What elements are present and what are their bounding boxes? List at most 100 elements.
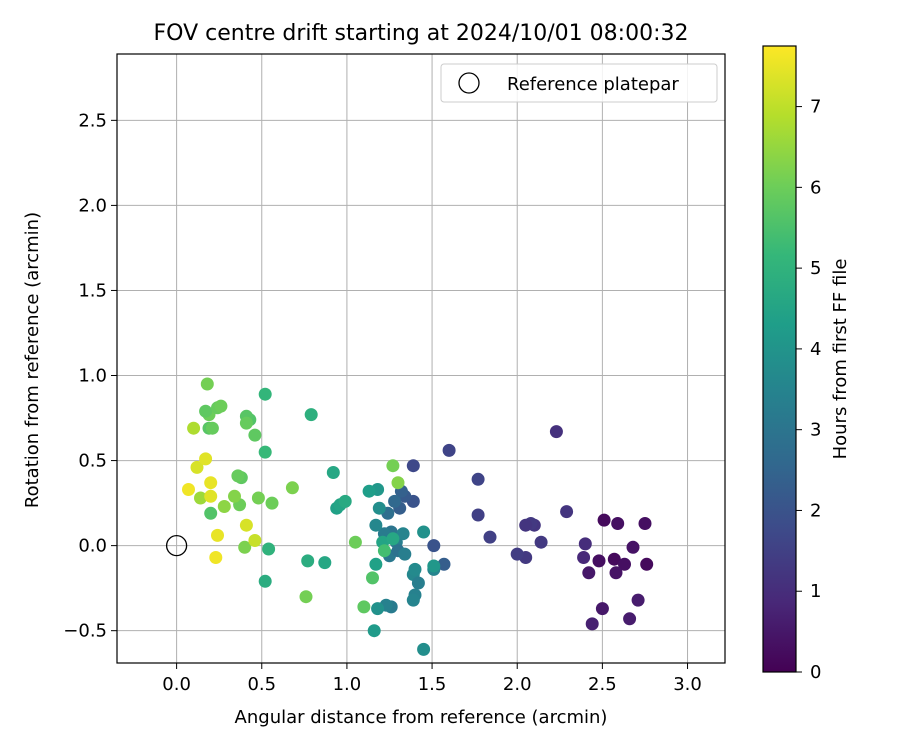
data-point: [251, 491, 265, 505]
y-tick-label: 1.0: [78, 366, 107, 387]
data-point: [386, 532, 400, 546]
data-point: [239, 416, 253, 430]
data-point: [318, 556, 332, 570]
colorbar-tick-label: 6: [810, 177, 821, 198]
data-point: [371, 602, 385, 616]
data-point: [301, 554, 315, 568]
data-point: [577, 551, 591, 564]
data-point: [609, 566, 623, 580]
data-point: [238, 540, 252, 554]
data-point: [369, 518, 383, 532]
data-point: [367, 624, 381, 638]
data-point: [631, 593, 645, 607]
data-point: [204, 489, 218, 503]
reference-platepar-marker: [165, 534, 188, 557]
colorbar-tick-label: 4: [810, 339, 821, 360]
data-point: [640, 557, 654, 571]
colorbar-gradient: [762, 45, 797, 673]
data-point: [510, 547, 524, 561]
y-tick-label: 0.5: [78, 451, 107, 472]
y-tick-label: 2.5: [78, 110, 107, 131]
data-point: [209, 551, 223, 564]
data-point: [442, 443, 456, 457]
grid-lines: [117, 54, 725, 663]
data-point: [366, 571, 379, 585]
data-point: [417, 525, 431, 539]
data-point: [199, 452, 213, 466]
data-point: [199, 404, 213, 418]
x-tick-label: 1.0: [333, 674, 362, 695]
x-tick-label: 0.5: [247, 674, 276, 695]
x-tick-label: 1.5: [418, 674, 447, 695]
data-point: [326, 466, 340, 479]
data-point: [391, 476, 405, 490]
scatter-points: [165, 377, 654, 656]
data-point: [388, 494, 402, 508]
data-point: [471, 472, 485, 486]
data-point: [214, 399, 228, 413]
data-point: [362, 484, 376, 498]
data-point: [182, 483, 195, 496]
data-point: [265, 496, 279, 510]
data-point: [285, 481, 299, 495]
data-point: [483, 530, 497, 544]
x-tick-label: 2.0: [503, 674, 532, 695]
data-point: [204, 476, 218, 490]
axis-ticks: 0.0 0.5 1.0 1.5 2.0 2.5 3.0 −0.5 0.0 0.5 1.0 1.5 2.0…: [63, 110, 702, 695]
x-axis-label: Angular distance from reference (arcmin): [235, 707, 608, 728]
data-point: [299, 590, 313, 604]
colorbar-tick-label: 7: [810, 97, 821, 118]
data-point: [338, 494, 352, 508]
data-point: [239, 518, 253, 532]
data-point: [597, 513, 611, 527]
data-point: [638, 517, 652, 530]
data-point: [417, 642, 431, 656]
legend-box: [440, 63, 718, 103]
data-point: [205, 421, 219, 435]
y-axis-label: Rotation from reference (arcmin): [22, 212, 43, 508]
y-tick-label: 1.5: [78, 280, 107, 301]
data-point: [194, 491, 207, 505]
data-point: [187, 421, 201, 435]
data-point: [217, 500, 231, 513]
colorbar-label: Hours from first FF file: [830, 259, 851, 460]
data-point: [437, 557, 451, 571]
colorbar-tick-label: 0: [810, 662, 821, 683]
colorbar-tick-label: 2: [810, 500, 821, 521]
data-point: [258, 574, 272, 588]
data-point: [377, 544, 391, 558]
x-tick-label: 2.5: [588, 674, 617, 695]
data-point: [357, 600, 371, 614]
y-tick-label: 2.0: [78, 195, 107, 216]
colorbar-tick-label: 5: [810, 258, 821, 279]
chart-title: FOV centre drift starting at 2024/10/01 …: [154, 21, 689, 46]
data-point: [348, 535, 362, 549]
data-point: [519, 518, 533, 532]
data-point: [228, 489, 241, 503]
data-point: [398, 547, 412, 561]
data-point: [534, 535, 548, 549]
data-point: [595, 602, 609, 616]
data-point: [190, 460, 204, 474]
data-point: [248, 534, 262, 547]
data-point: [396, 527, 410, 541]
data-point: [427, 559, 441, 573]
x-tick-label: 0.0: [162, 674, 191, 695]
data-point: [200, 377, 214, 391]
colorbar-tick-label: 1: [810, 581, 821, 602]
x-tick-label: 3.0: [673, 674, 702, 695]
data-point: [248, 428, 262, 442]
data-point: [549, 425, 563, 439]
colorbar: 0 1 2 3 4 5 6 7 Hours from first FF file: [762, 45, 851, 683]
data-point: [262, 542, 276, 556]
legend-reference-marker: [458, 72, 480, 94]
y-tick-label: −0.5: [63, 621, 107, 642]
colorbar-ticks: 0 1 2 3 4 5 6 7: [796, 97, 821, 683]
data-point: [471, 508, 485, 522]
y-tick-label: 0.0: [78, 536, 107, 557]
data-point: [406, 593, 420, 607]
data-point: [427, 539, 441, 553]
data-point: [592, 554, 606, 568]
data-point: [386, 459, 400, 473]
data-point: [582, 566, 596, 580]
